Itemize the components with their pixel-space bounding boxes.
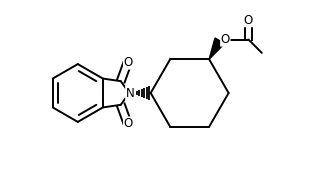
Text: O: O <box>123 56 133 69</box>
Polygon shape <box>209 38 225 59</box>
Text: O: O <box>244 14 253 27</box>
Text: O: O <box>221 33 230 46</box>
Text: O: O <box>123 117 133 130</box>
Text: N: N <box>126 86 135 100</box>
